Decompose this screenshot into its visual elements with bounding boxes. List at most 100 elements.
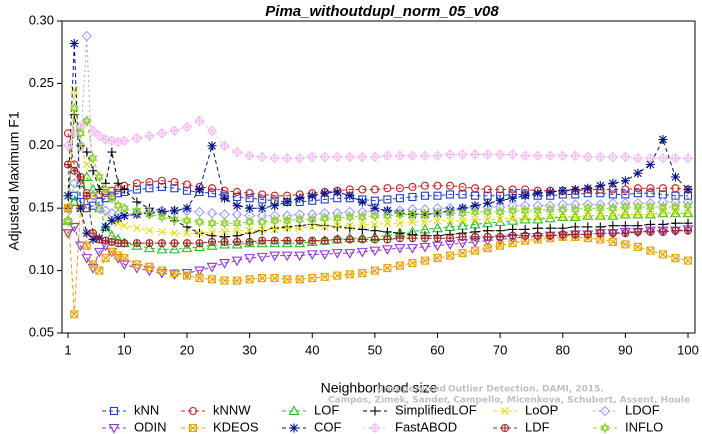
data-point — [508, 231, 517, 240]
data-point — [283, 275, 292, 284]
y-tick-label: 0.20 — [29, 137, 54, 152]
data-point — [156, 128, 168, 139]
data-point — [320, 212, 330, 224]
data-point — [158, 228, 166, 236]
legend-item-inflo: INFLO — [593, 419, 663, 434]
data-point — [233, 276, 242, 285]
data-point — [508, 185, 517, 194]
data-point — [231, 256, 243, 267]
data-point — [420, 208, 430, 221]
data-point — [671, 209, 680, 218]
y-tick-label: 0.10 — [29, 262, 54, 277]
x-tick-label: 20 — [180, 342, 194, 357]
data-point — [232, 201, 242, 211]
data-point — [521, 214, 530, 223]
data-point — [632, 197, 644, 209]
data-point — [270, 225, 279, 234]
x-tick-label: 80 — [556, 342, 570, 357]
data-point — [395, 194, 404, 203]
data-point — [395, 208, 405, 221]
legend-item-loop: LoOP — [493, 402, 558, 417]
data-point — [88, 152, 98, 164]
data-point — [546, 231, 555, 240]
data-point — [670, 153, 681, 164]
data-point — [145, 262, 154, 271]
data-point — [457, 149, 468, 160]
data-point — [82, 160, 91, 169]
data-point — [95, 266, 104, 275]
data-point — [269, 237, 281, 248]
data-point — [519, 150, 531, 162]
data-point — [144, 208, 154, 221]
data-point — [281, 153, 293, 164]
data-point — [483, 198, 493, 208]
legend-item-kdeos: KDEOS — [181, 419, 259, 434]
data-point — [583, 183, 593, 193]
data-point — [470, 206, 480, 218]
x-tick-label: 40 — [305, 342, 319, 357]
data-point — [445, 251, 455, 260]
data-point — [521, 231, 530, 240]
data-point — [646, 210, 655, 219]
data-point — [444, 149, 456, 160]
legend-item-lof: LOF — [282, 402, 339, 417]
data-point — [69, 38, 79, 48]
data-point — [170, 229, 179, 238]
data-point — [132, 185, 141, 194]
data-point — [195, 274, 204, 283]
data-point — [245, 216, 255, 228]
data-point — [308, 223, 317, 231]
data-point — [245, 237, 254, 246]
data-point — [471, 246, 480, 255]
data-point — [257, 216, 267, 228]
data-point — [220, 276, 229, 285]
data-point — [207, 275, 217, 284]
data-point — [646, 184, 655, 193]
data-point — [345, 211, 355, 223]
data-point — [345, 221, 354, 230]
data-point — [657, 226, 669, 237]
legend-marker — [501, 407, 509, 415]
data-point — [383, 264, 392, 273]
data-point — [358, 269, 367, 278]
data-point — [496, 215, 505, 224]
x-axis-label: Neighborhood size — [321, 380, 438, 396]
legend-marker — [369, 422, 381, 434]
series-inflo — [63, 102, 693, 229]
data-point — [307, 213, 317, 226]
data-point — [633, 189, 642, 198]
data-point — [419, 150, 431, 162]
data-point — [101, 236, 110, 245]
data-point — [583, 211, 592, 220]
data-point — [557, 150, 569, 162]
data-point — [308, 274, 317, 283]
data-point — [469, 149, 481, 160]
data-point — [145, 184, 154, 193]
data-point — [519, 213, 531, 224]
data-point — [295, 236, 304, 245]
data-point — [182, 203, 192, 213]
data-point — [657, 196, 669, 208]
credit-line-2: Campos, Zimek, Sander, Campello, Micenko… — [328, 396, 690, 406]
data-point — [258, 274, 267, 283]
x-tick-label: 70 — [493, 342, 507, 357]
data-point — [256, 151, 268, 163]
data-point — [595, 181, 605, 191]
data-point — [157, 182, 166, 192]
data-point — [245, 226, 254, 235]
data-point — [306, 236, 318, 246]
data-point — [256, 237, 268, 248]
data-point — [132, 179, 141, 188]
data-point — [157, 266, 166, 275]
data-point — [195, 229, 204, 238]
data-point — [621, 210, 630, 219]
data-point — [345, 270, 354, 279]
legend-label: LOF — [314, 402, 339, 417]
legend-label: FastABOD — [395, 419, 457, 434]
data-point — [257, 203, 267, 213]
data-point — [633, 201, 643, 213]
legend-item-cof: COF — [282, 419, 342, 434]
data-point — [483, 185, 492, 194]
legend-label: KDEOS — [213, 419, 259, 434]
data-point — [170, 177, 179, 187]
